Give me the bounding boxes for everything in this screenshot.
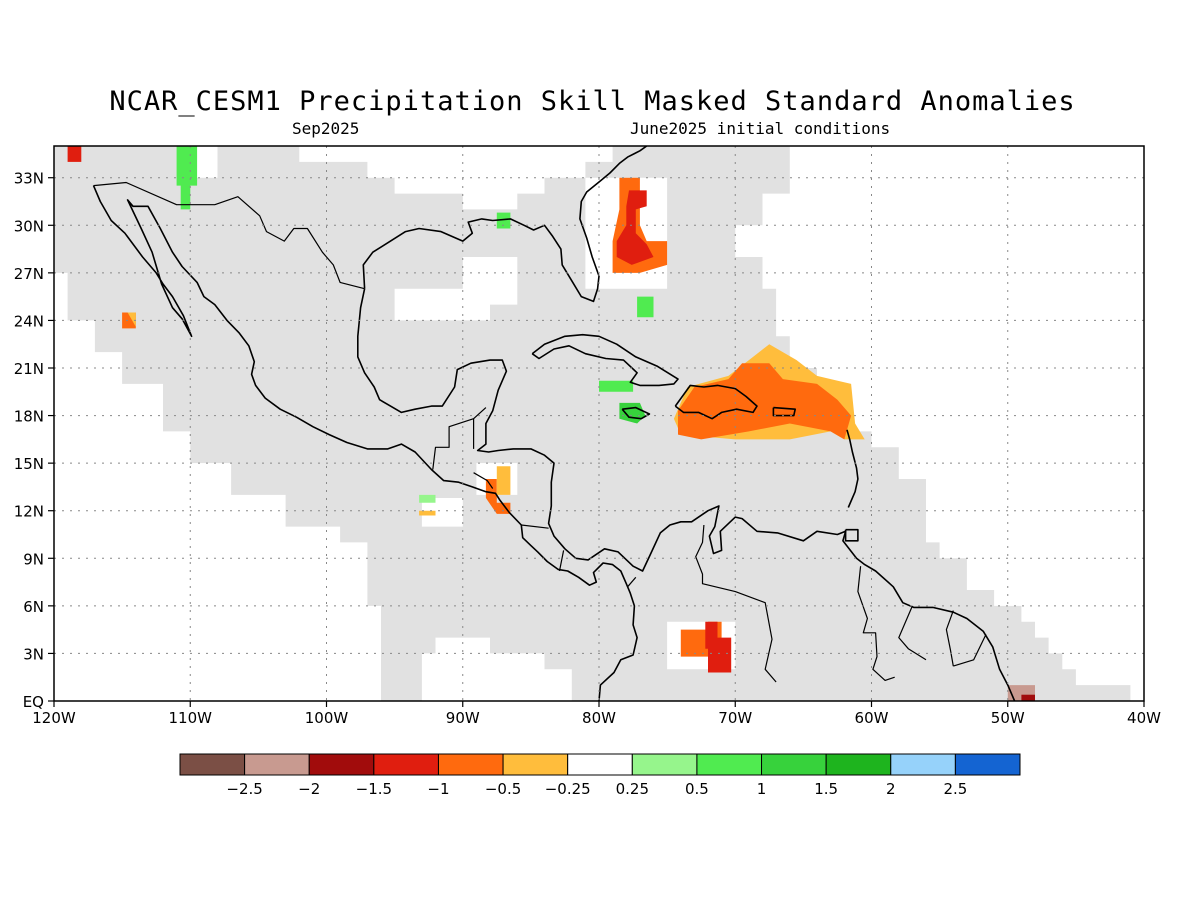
colorbar-swatch [437,753,504,776]
lat-tick-label: EQ [23,693,44,711]
colorbar-swatch [890,753,956,776]
lat-tick-label: 30N [14,217,44,235]
colorbar-label: −1 [427,780,449,798]
country-border [558,550,565,572]
anomaly-region [599,380,634,392]
country-border [93,181,365,290]
coastline-layer [92,146,1016,701]
colorbar: −2.5 −2 −1.5 −1 −0.5 −0.25 0.25 0.5 1 1.5 2 2.5 [179,753,1021,798]
country-border [945,610,954,667]
colorbar-label: 1 [757,780,767,798]
axis-ticks: 120W 110W 100W 90W 80W 70W 60W 50W 40W EQ 3N 6N 9N 12… [14,170,1161,727]
lon-tick-label: 40W [1127,709,1161,727]
coastline [356,288,1016,701]
colorbar-swatch [502,753,569,776]
lon-tick-label: 50W [991,709,1025,727]
country-border [898,605,927,661]
colorbar-label: 1.5 [814,780,838,798]
colorbar-label: −1.5 [356,780,392,798]
colorbar-swatch [696,753,763,776]
anomaly-region [419,494,436,503]
colorbar-label: −2.5 [226,780,262,798]
colorbar-label: −0.25 [545,780,591,798]
coastline [531,333,679,387]
country-border [521,524,549,529]
lon-tick-label: 120W [32,709,76,727]
lat-tick-label: 21N [14,360,44,378]
country-border [432,407,487,470]
anomaly-region [127,312,136,327]
anomaly-region [1021,694,1035,701]
coastline [674,384,758,420]
colorbar-label: 2.5 [943,780,967,798]
coastline [621,406,651,420]
anomaly-region [705,621,732,673]
lon-tick-label: 60W [855,709,889,727]
anomaly-region [496,212,511,229]
lon-tick-label: 80W [582,709,616,727]
anomaly-region [637,296,654,318]
lat-tick-label: 6N [23,598,44,616]
anomaly-region [678,363,852,440]
colorbar-label: 0.5 [685,780,709,798]
coastline [844,528,859,542]
anomaly-region [419,510,436,516]
country-border [627,576,637,588]
lat-tick-label: 24N [14,312,44,330]
lat-tick-label: 15N [14,455,44,473]
coastline [846,429,859,508]
colorbar-swatch [631,753,698,776]
coastline [362,146,648,303]
grid-layer [54,146,1144,701]
colorbar-swatch [761,753,827,776]
unmasked-area [421,498,463,527]
lat-tick-label: 12N [14,503,44,521]
unmasked-area [490,669,572,701]
lat-tick-label: 9N [23,550,44,568]
colorbar-swatch [373,753,439,776]
lat-tick-label: 3N [23,645,44,663]
anomaly-region [496,466,511,495]
initial-conditions: June2025 initial conditions [630,119,891,138]
lat-tick-label: 18N [14,408,44,426]
anomaly-region [67,146,82,162]
lon-tick-label: 110W [169,709,213,727]
colorbar-label: −2 [298,780,320,798]
lon-tick-label: 100W [305,709,349,727]
map-title: NCAR_CESM1 Precipitation Skill Masked St… [109,86,1076,117]
colorbar-swatch [954,753,1021,776]
valid-month: Sep2025 [292,119,360,138]
coastline [92,185,638,701]
lat-tick-label: 33N [14,170,44,188]
country-border [953,634,987,667]
anomaly-region [176,146,198,210]
colorbar-swatch [179,753,246,776]
country-border [473,472,494,489]
coastline [772,406,797,417]
lon-tick-label: 90W [446,709,480,727]
country-border [857,566,895,682]
colorbar-swatch [244,753,310,776]
colorbar-swatch [567,753,633,776]
colorbar-label: 0.25 [616,780,649,798]
country-border [695,524,777,683]
colorbar-swatch [308,753,375,776]
colorbar-label: −0.5 [485,780,521,798]
lon-tick-label: 70W [718,709,752,727]
lat-tick-label: 27N [14,265,44,283]
colorbar-swatch [825,753,892,776]
colorbar-label: 2 [886,780,896,798]
anomaly-region [616,190,654,265]
